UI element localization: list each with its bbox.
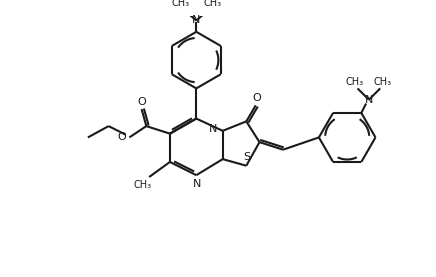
Text: CH₃: CH₃ [133, 179, 152, 189]
Text: N: N [193, 179, 201, 189]
Text: N: N [364, 95, 373, 105]
Text: CH₃: CH₃ [171, 0, 189, 7]
Text: CH₃: CH₃ [346, 77, 364, 87]
Text: O: O [117, 132, 126, 142]
Text: O: O [252, 93, 261, 103]
Text: N: N [209, 124, 218, 134]
Text: N: N [192, 16, 201, 25]
Text: CH₃: CH₃ [203, 0, 221, 7]
Text: O: O [137, 97, 146, 107]
Text: CH₃: CH₃ [374, 77, 392, 87]
Text: S: S [244, 152, 251, 162]
